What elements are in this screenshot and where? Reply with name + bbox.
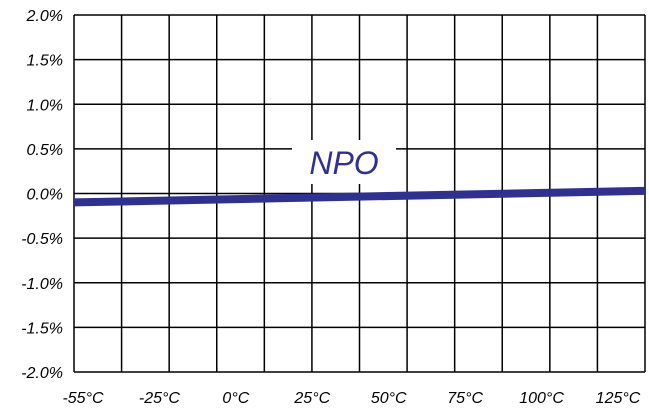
y-tick-labels: 2.0% 1.5% 1.0% 0.5% 0.0% -0.5% -1.0% -1.5% -2.0% xyxy=(21,8,63,382)
x-tick-label: 50°C xyxy=(371,390,407,407)
x-tick-label: 25°C xyxy=(293,390,330,407)
x-tick-label: 100°C xyxy=(519,390,564,407)
y-tick-label: -2.0% xyxy=(21,365,63,382)
y-tick-label: 0.0% xyxy=(27,187,63,204)
y-tick-label: 1.0% xyxy=(27,97,63,114)
y-tick-label: 0.5% xyxy=(27,142,63,159)
series-label-npo: NPO xyxy=(309,145,378,181)
x-tick-label: 75°C xyxy=(447,390,483,407)
series-label-background xyxy=(292,140,396,184)
y-tick-label: -0.5% xyxy=(21,231,63,248)
y-tick-label: 2.0% xyxy=(26,8,63,25)
series-group: NPO xyxy=(73,140,646,207)
x-tick-label: 125°C xyxy=(596,390,641,407)
y-tick-label: 1.5% xyxy=(27,53,63,70)
y-tick-label: -1.0% xyxy=(21,276,63,293)
x-tick-label: -25°C xyxy=(139,390,181,407)
x-tick-labels: -55°C -25°C 0°C 25°C 50°C 75°C 100°C 125°C xyxy=(62,390,640,407)
x-tick-label: 0°C xyxy=(222,390,249,407)
y-tick-label: -1.5% xyxy=(21,320,63,337)
x-tick-label: -55°C xyxy=(62,390,104,407)
series-line-npo xyxy=(73,186,646,207)
